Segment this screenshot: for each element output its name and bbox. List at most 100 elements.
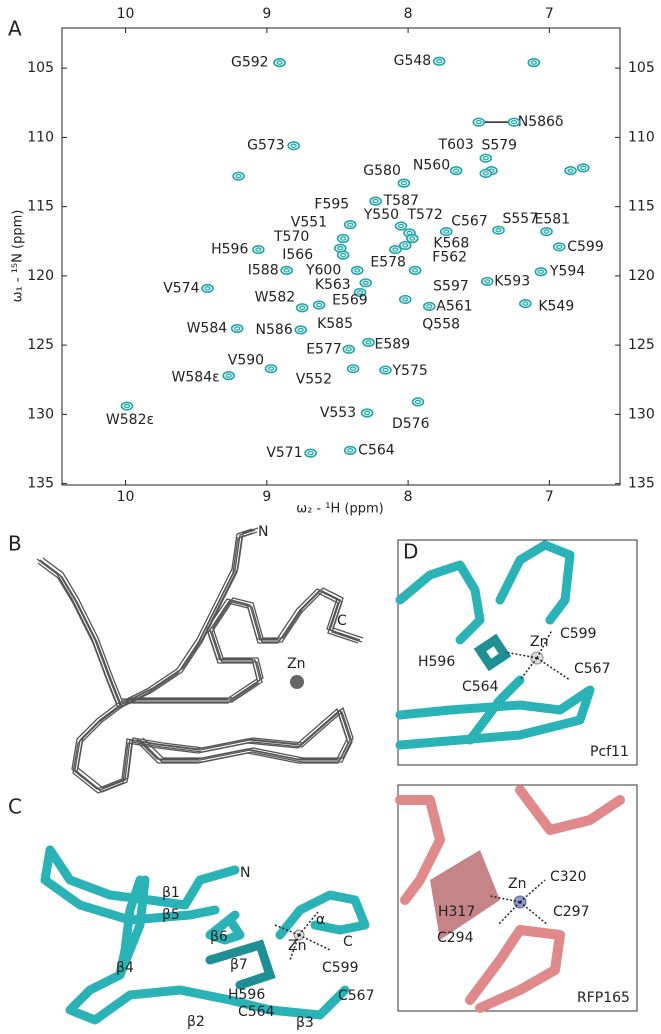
peak-inner <box>443 229 450 234</box>
panel-box <box>397 539 638 766</box>
peak-label: G573 <box>247 138 285 154</box>
peak-label: G548 <box>394 53 432 69</box>
peak-outer <box>343 220 357 230</box>
peak-inner <box>475 119 482 125</box>
peak-outer <box>389 244 402 255</box>
peak-inner <box>580 165 587 171</box>
peak-outer <box>408 265 422 275</box>
peak-outer <box>379 365 392 375</box>
structure-label: C297 <box>553 904 590 920</box>
peak-label: V551 <box>291 214 327 230</box>
peak-outer <box>343 445 357 455</box>
structure-label: H596 <box>228 987 265 1003</box>
peak-inner <box>225 373 232 378</box>
peak-outer <box>519 298 532 309</box>
peak-label: K563 <box>315 277 351 293</box>
structure-label: Zn <box>530 634 548 650</box>
peak-label: E578 <box>370 255 406 271</box>
peak-inner <box>510 119 518 125</box>
peak-inner <box>365 340 372 345</box>
peak-outer <box>479 168 493 179</box>
peak-inner <box>372 198 379 204</box>
peak-inner <box>297 327 304 333</box>
x-tick-label: 10 <box>117 489 135 505</box>
caption: Pcf11 <box>590 744 629 760</box>
peak-outer <box>359 278 373 288</box>
peak-label: S597 <box>433 278 469 294</box>
peak-outer <box>398 240 412 251</box>
peak-outer <box>394 221 408 231</box>
peak-inner <box>356 290 364 295</box>
structure-label: Zn <box>508 876 526 892</box>
y-tick-label: 115 <box>628 199 655 215</box>
peak-label: C599 <box>567 239 604 255</box>
peak-inner <box>400 180 407 186</box>
peak-outer <box>411 397 425 407</box>
peak-label: Y550 <box>363 207 399 223</box>
peak-inner <box>276 60 283 65</box>
panel-label: D <box>403 540 418 564</box>
peak-outer <box>346 364 360 374</box>
peak-outer <box>304 448 317 458</box>
peak-label: Y600 <box>305 262 341 278</box>
peak-label: W584ε <box>172 370 220 386</box>
peak-outer <box>406 233 419 244</box>
zn-sphere <box>290 675 304 689</box>
peak-inner <box>283 268 290 273</box>
peak-outer <box>280 265 293 275</box>
peak-inner <box>382 367 389 373</box>
y-tick-label: 105 <box>628 60 655 76</box>
peak-outer <box>230 323 244 334</box>
y-tick-label: 110 <box>628 129 655 145</box>
x-tick-label: 8 <box>404 489 413 505</box>
x-tick-label: 8 <box>404 6 413 22</box>
y-tick-label: 120 <box>628 268 655 284</box>
structure-label: C567 <box>574 661 611 677</box>
peak-outer <box>492 225 505 235</box>
peak-label: S557 <box>503 211 539 227</box>
peak-outer <box>201 283 214 293</box>
y-tick-label: 135 <box>27 476 54 492</box>
structure-label: H317 <box>438 904 475 920</box>
structure-label: C <box>343 934 353 950</box>
peak-inner <box>204 286 211 291</box>
structure-label: H596 <box>418 654 455 670</box>
peak-inner <box>522 301 529 306</box>
peak-label: G580 <box>363 163 401 179</box>
y-tick-label: 120 <box>27 268 54 284</box>
peak-inner <box>543 229 550 234</box>
peak-inner <box>316 302 323 308</box>
peak-outer <box>449 166 463 176</box>
peak-label: E581 <box>535 212 571 228</box>
peak-label: K568 <box>433 235 469 251</box>
peak-inner <box>354 268 361 273</box>
peak-label: F562 <box>432 249 467 265</box>
peak-outer <box>439 226 453 237</box>
peak-label: W582 <box>255 290 296 306</box>
structure-label: β4 <box>116 960 134 976</box>
peak-outer <box>232 171 245 181</box>
peak-inner <box>495 227 502 233</box>
panel-label: A <box>8 17 22 41</box>
peak-inner <box>362 280 369 286</box>
peak-outer <box>336 250 350 260</box>
peak-label: W584 <box>187 321 228 337</box>
structure-label: β2 <box>187 1014 205 1030</box>
cartoon <box>395 785 625 1013</box>
y-tick-label: 105 <box>27 60 54 76</box>
x-tick-label: 7 <box>545 489 554 505</box>
structure-label: β7 <box>230 957 248 973</box>
peak-outer <box>507 117 521 127</box>
peak-outer <box>336 233 350 244</box>
peak-inner <box>235 173 242 179</box>
peak-outer <box>362 337 375 347</box>
peak-label: N586 <box>256 322 293 338</box>
peak-inner <box>307 450 314 456</box>
peak-label: V552 <box>296 372 332 388</box>
peak-outer <box>432 56 446 66</box>
structure-label: β1 <box>162 885 180 901</box>
x-tick-label: 9 <box>262 6 271 22</box>
peak-inner <box>299 305 306 310</box>
peak-outer <box>295 303 309 313</box>
peak-inner <box>402 297 409 302</box>
